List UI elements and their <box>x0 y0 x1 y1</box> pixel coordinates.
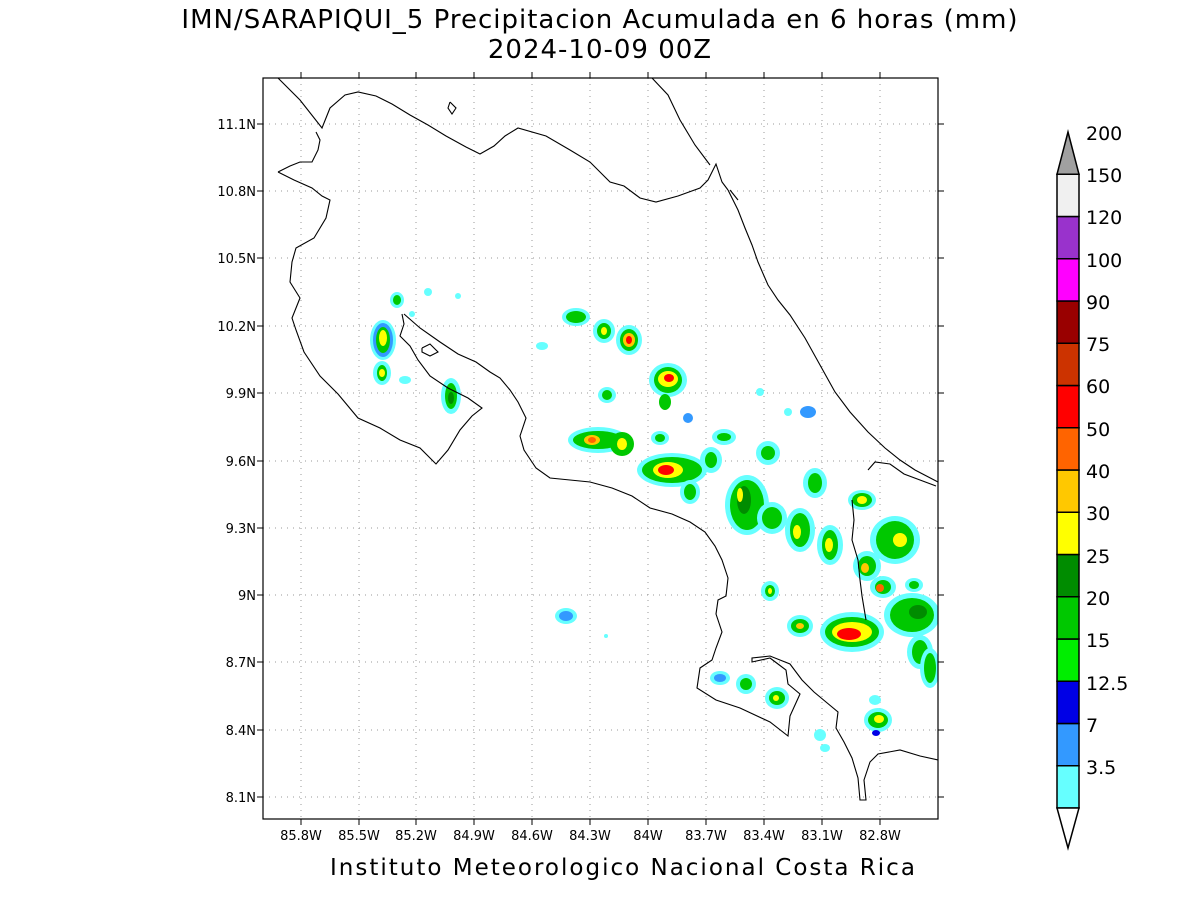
lat-label: 10.8N <box>217 185 256 200</box>
lon-label: 85.8W <box>280 829 322 844</box>
legend-label: 3.5 <box>1086 757 1116 779</box>
axis-ticks <box>257 72 944 825</box>
legend-label: 150 <box>1086 165 1122 187</box>
legend-label: 7 <box>1086 715 1098 737</box>
lat-label: 9.6N <box>226 455 256 470</box>
map-frame <box>262 77 939 820</box>
legend-swatch <box>1056 258 1080 302</box>
legend-label: 12.5 <box>1086 673 1128 695</box>
legend-swatch <box>1056 680 1080 725</box>
legend-label: 200 <box>1086 123 1122 145</box>
footer-credit: Instituto Meteorologico Nacional Costa R… <box>330 855 917 881</box>
legend-swatch <box>1056 342 1080 387</box>
legend-swatch <box>1056 511 1080 556</box>
lat-label: 9N <box>238 589 256 604</box>
legend-label: 100 <box>1086 250 1122 272</box>
legend-swatch <box>1056 300 1080 344</box>
lat-label: 8.4N <box>226 724 256 739</box>
lat-label: 8.1N <box>226 791 256 806</box>
color-legend: 3.5 7 12.5 15 20 25 30 40 50 60 75 90 10… <box>1056 123 1128 851</box>
legend-arrow-bottom <box>1056 807 1080 851</box>
legend-label: 30 <box>1086 503 1110 525</box>
legend-swatch <box>1056 384 1080 429</box>
valid-time: 2024-10-09 00Z <box>487 35 713 65</box>
legend-swatch <box>1056 722 1080 767</box>
lat-label: 10.2N <box>217 320 256 335</box>
legend-swatch <box>1056 215 1080 260</box>
coastline <box>277 78 938 801</box>
lat-label: 8.7N <box>226 656 256 671</box>
legend-swatch <box>1056 173 1080 218</box>
lon-label: 84.3W <box>569 829 611 844</box>
legend-swatch <box>1056 638 1080 682</box>
longitude-labels: 85.8W 85.5W 85.2W 84.9W 84.6W 84.3W 84W … <box>280 829 901 844</box>
map-title: IMN/SARAPIQUI_5 Precipitacion Acumulada … <box>181 5 1019 35</box>
legend-swatch <box>1056 765 1080 809</box>
lon-label: 83.7W <box>685 829 727 844</box>
lon-label: 84.6W <box>511 829 553 844</box>
legend-swatch <box>1056 596 1080 640</box>
legend-label: 20 <box>1086 588 1110 610</box>
lon-label: 85.5W <box>338 829 380 844</box>
lon-label: 83.1W <box>801 829 843 844</box>
legend-swatch <box>1056 469 1080 513</box>
lon-label: 84.9W <box>453 829 495 844</box>
legend-label: 25 <box>1086 546 1110 568</box>
legend-swatch <box>1056 427 1080 471</box>
lon-label: 85.2W <box>395 829 437 844</box>
lon-label: 83.4W <box>743 829 785 844</box>
lat-label: 9.3N <box>226 522 256 537</box>
legend-label: 90 <box>1086 292 1110 314</box>
legend-label: 120 <box>1086 207 1122 229</box>
legend-label: 75 <box>1086 334 1110 356</box>
lon-label: 84W <box>633 829 663 844</box>
lon-label: 82.8W <box>859 829 901 844</box>
lat-label: 9.9N <box>226 387 256 402</box>
legend-label: 15 <box>1086 630 1110 652</box>
latitude-labels: 11.1N 10.8N 10.5N 10.2N 9.9N 9.6N 9.3N 9… <box>217 118 256 806</box>
legend-label: 40 <box>1086 461 1110 483</box>
lat-label: 11.1N <box>217 118 256 133</box>
legend-swatch <box>1056 553 1080 598</box>
legend-label: 50 <box>1086 419 1110 441</box>
precipitation-field <box>370 288 938 752</box>
lat-label: 10.5N <box>217 252 256 267</box>
legend-arrow-top <box>1056 129 1080 175</box>
legend-label: 60 <box>1086 376 1110 398</box>
